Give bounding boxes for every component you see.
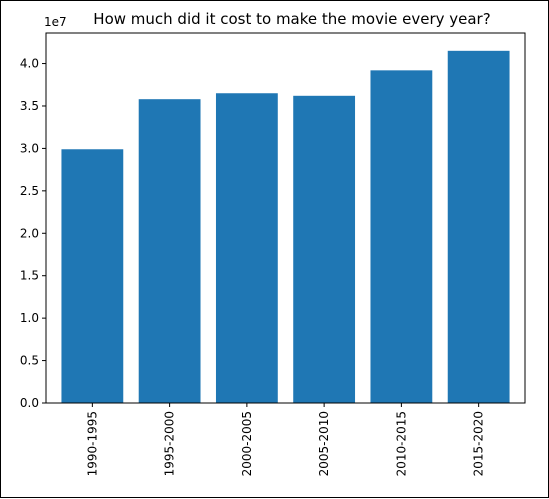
plot-area-border	[45, 32, 526, 404]
bar-1990-1995	[61, 149, 124, 403]
y-tick-label: 3.5	[20, 99, 39, 113]
x-tick-label: 1995-2000	[163, 411, 177, 476]
y-tick-label: 3.0	[20, 141, 39, 155]
y-tick-label: 1.5	[20, 269, 39, 283]
y-tick-label: 0.5	[20, 354, 39, 368]
x-tick-label: 2005-2010	[317, 411, 331, 476]
bar-2015-2020	[447, 50, 510, 403]
y-tick-label: 2.0	[20, 226, 39, 240]
x-tick-label: 1990-1995	[85, 411, 99, 476]
bar-2010-2015	[370, 70, 433, 403]
y-tick-label: 1.0	[20, 311, 39, 325]
y-axis-scale-label: 1e7	[44, 15, 67, 29]
bar-2005-2010	[293, 95, 356, 404]
bars-group	[61, 50, 510, 404]
x-tick-label: 2010-2015	[394, 411, 408, 476]
y-axis-ticks: 0.0 0.5 1.0 1.5 2.0 2.5 3.0 3.5 4.0	[20, 57, 46, 410]
axes-group	[45, 32, 526, 404]
x-tick-label: 2015-2020	[472, 411, 486, 476]
chart-title: How much did it cost to make the movie e…	[93, 10, 490, 28]
bar-1995-2000	[138, 99, 201, 403]
x-axis-ticks: 1990-1995 1995-2000 2000-2005 2005-2010 2010…	[85, 403, 486, 476]
y-tick-label: 0.0	[20, 396, 39, 410]
bar-2000-2005	[215, 93, 278, 403]
y-tick-label: 4.0	[20, 57, 39, 71]
y-tick-label: 2.5	[20, 184, 39, 198]
x-tick-label: 2000-2005	[240, 411, 254, 476]
